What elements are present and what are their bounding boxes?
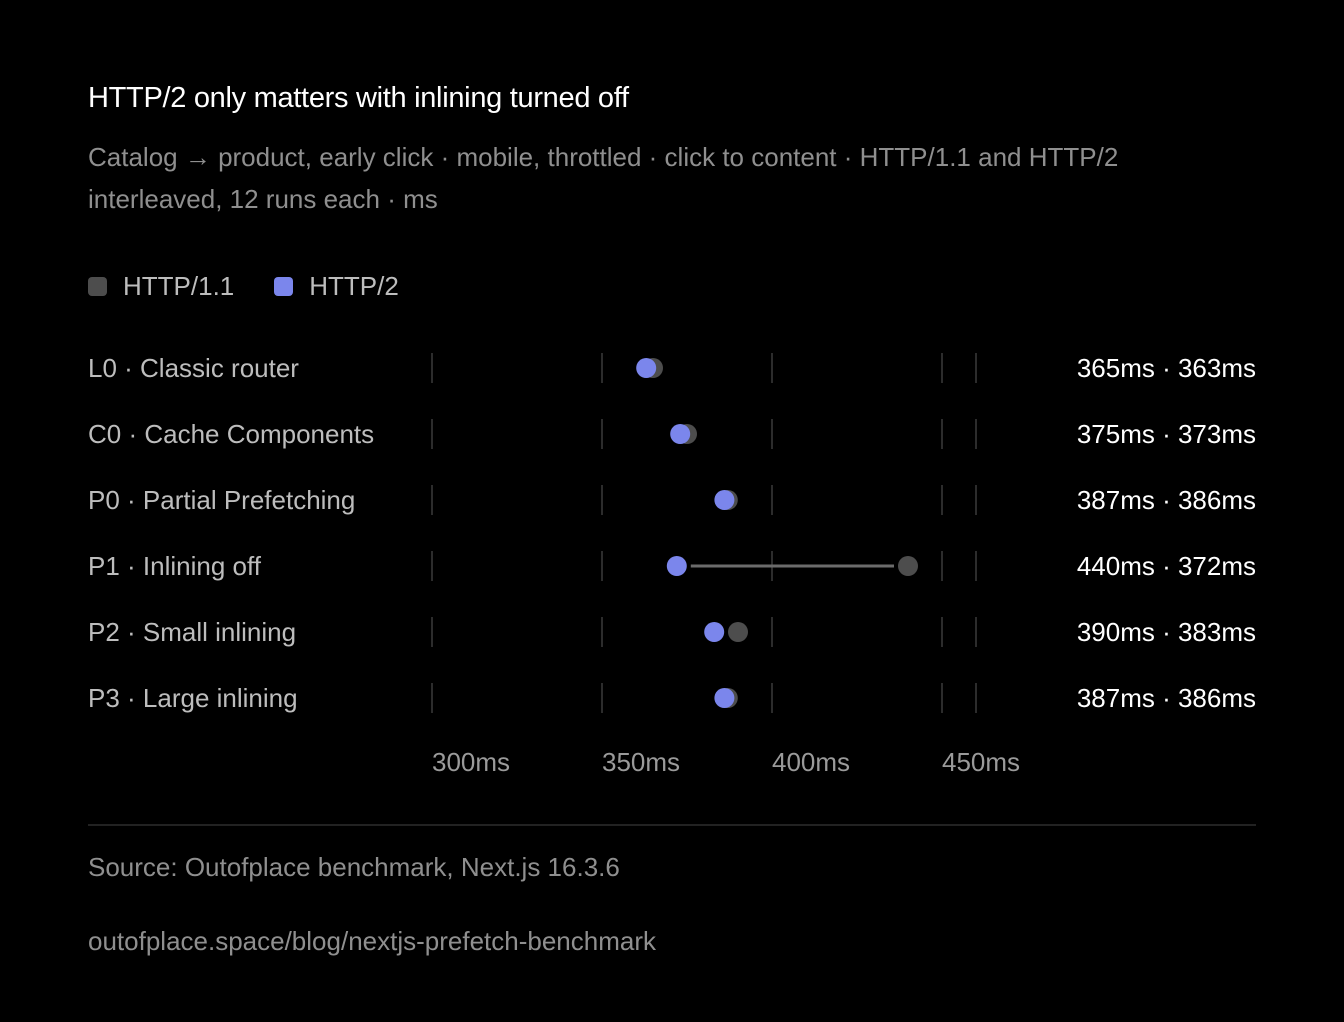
chart-subtitle: Catalog → product, early click · mobile,… [88, 142, 1119, 214]
point-http2 [714, 490, 735, 510]
point-http2 [636, 358, 657, 378]
legend-swatch-http1 [88, 276, 107, 296]
row-label: P1 · Inlining off [88, 551, 262, 581]
source-link[interactable]: outofplace.space/blog/nextjs-prefetch-be… [88, 926, 656, 956]
legend-item-http1: HTTP/1.1 [88, 271, 234, 302]
value-label: 375ms · 373ms [1077, 419, 1256, 449]
value-label: 365ms · 363ms [1077, 353, 1256, 383]
row-label: P0 · Partial Prefetching [88, 485, 355, 515]
value-label: 387ms · 386ms [1077, 683, 1256, 713]
value-label: 387ms · 386ms [1077, 485, 1256, 515]
legend-label-http2: HTTP/2 [309, 270, 399, 301]
legend-item-http2: HTTP/2 [274, 271, 399, 302]
x-tick-label: 300ms [432, 747, 510, 777]
point-http2 [670, 424, 691, 444]
row-label: C0 · Cache Components [88, 419, 374, 449]
point-http1 [728, 622, 748, 642]
legend-swatch-http2 [274, 276, 294, 296]
row-label: P3 · Large inlining [88, 683, 298, 713]
value-label: 440ms · 372ms [1077, 551, 1256, 581]
point-http1 [898, 556, 918, 576]
value-label: 390ms · 383ms [1077, 617, 1256, 647]
x-tick-label: 400ms [772, 747, 850, 777]
row-label: L0 · Classic router [88, 353, 299, 383]
x-tick-label: 450ms [942, 747, 1020, 777]
chart-title: HTTP/2 only matters with inlining turned… [88, 82, 629, 114]
x-tick-label: 350ms [602, 747, 680, 777]
point-http2 [714, 688, 735, 708]
point-http2 [704, 622, 725, 642]
legend-label-http1: HTTP/1.1 [123, 270, 235, 301]
point-http2 [666, 556, 687, 576]
footer-divider [88, 824, 1256, 826]
row-label: P2 · Small inlining [88, 617, 296, 647]
legend: HTTP/1.1 HTTP/2 [88, 268, 399, 304]
source-note: Source: Outofplace benchmark, Next.js 16… [88, 852, 620, 882]
dumbbell-chart: L0 · Classic router 365ms · 363ms C0 · Cac… [88, 353, 1256, 777]
